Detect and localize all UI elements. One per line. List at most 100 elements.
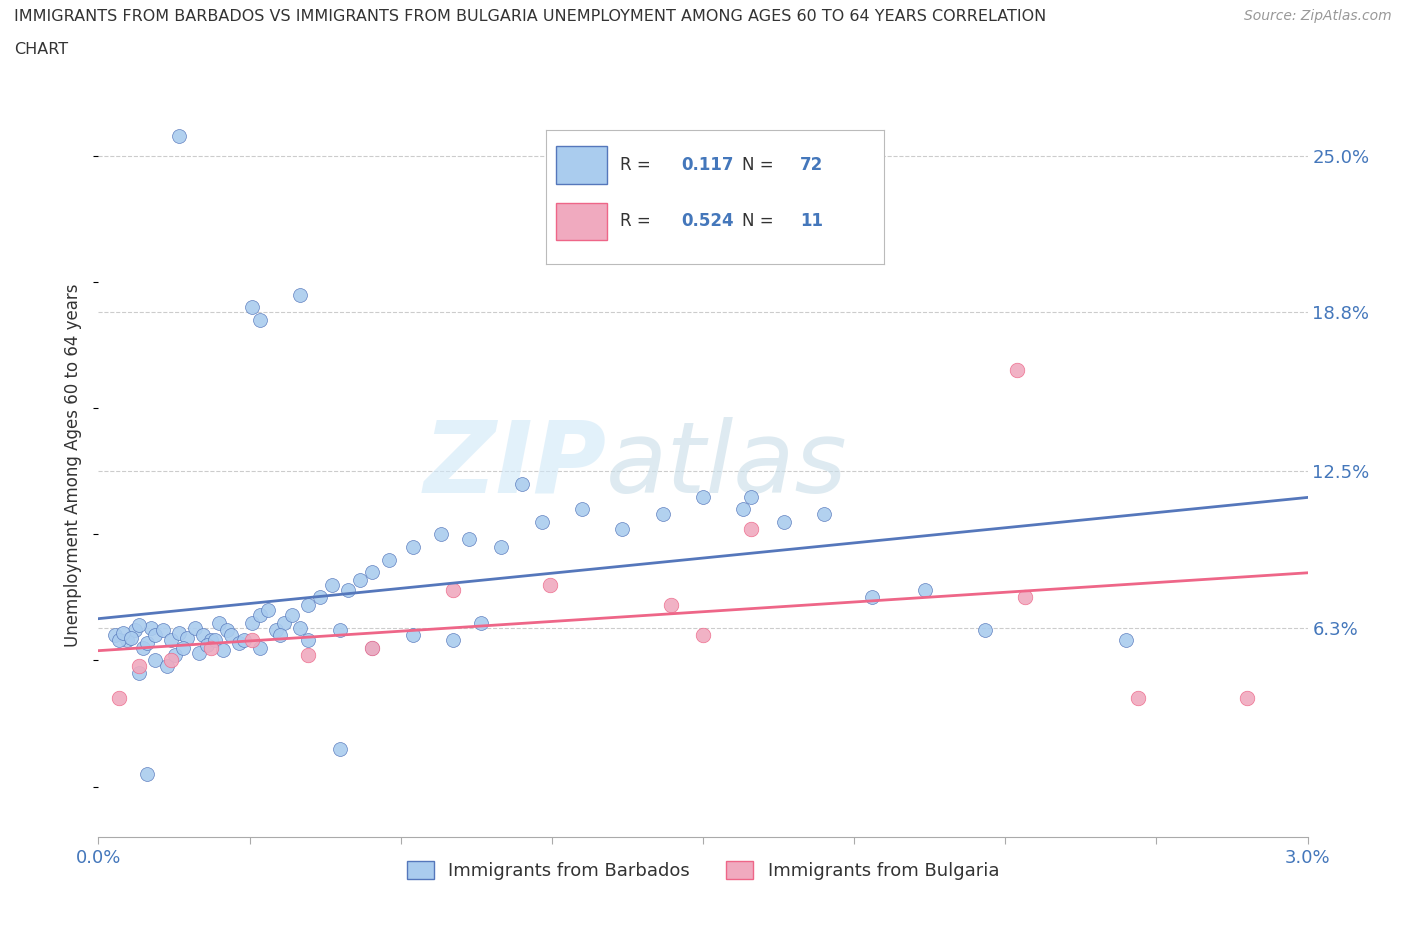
Point <box>167 625 190 640</box>
Point <box>441 632 464 647</box>
Point <box>361 565 384 579</box>
Point <box>184 620 207 635</box>
Point <box>571 501 593 516</box>
Point <box>470 615 492 630</box>
Point <box>733 501 755 516</box>
Point <box>128 666 150 681</box>
Y-axis label: Unemployment Among Ages 60 to 64 years: Unemployment Among Ages 60 to 64 years <box>65 284 83 646</box>
Point <box>914 582 936 597</box>
Point <box>212 643 235 658</box>
Point <box>1128 691 1150 706</box>
Text: ZIP: ZIP <box>423 417 606 513</box>
Point <box>135 635 157 650</box>
Point <box>458 532 481 547</box>
Point <box>160 653 183 668</box>
Point <box>612 522 634 537</box>
Point <box>361 641 384 656</box>
Text: atlas: atlas <box>606 417 848 513</box>
Point <box>402 539 425 554</box>
Point <box>740 522 762 537</box>
Point <box>167 128 190 143</box>
Point <box>772 514 794 529</box>
Point <box>240 615 263 630</box>
Point <box>115 632 138 647</box>
Point <box>200 641 222 656</box>
Point <box>143 628 166 643</box>
Point <box>288 620 311 635</box>
Point <box>402 628 425 643</box>
Point <box>132 641 155 656</box>
Point <box>651 507 673 522</box>
Point <box>228 635 250 650</box>
Point <box>240 632 263 647</box>
Point <box>249 607 271 622</box>
Point <box>188 645 211 660</box>
Point <box>139 620 162 635</box>
Point <box>491 539 513 554</box>
Point <box>441 582 464 597</box>
Point <box>288 287 311 302</box>
Point <box>297 598 319 613</box>
Point <box>120 631 142 645</box>
Point <box>530 514 553 529</box>
Point <box>269 628 291 643</box>
Point <box>264 623 287 638</box>
Point <box>208 615 231 630</box>
Point <box>107 632 129 647</box>
Point <box>193 628 215 643</box>
Point <box>195 638 218 653</box>
Point <box>377 552 399 567</box>
Point <box>249 312 271 327</box>
Point <box>124 623 146 638</box>
Point <box>361 641 384 656</box>
Point <box>297 648 319 663</box>
Point <box>321 578 343 592</box>
Point <box>256 603 278 618</box>
Point <box>128 658 150 673</box>
Point <box>152 623 174 638</box>
Point <box>813 507 835 522</box>
Point <box>692 628 714 643</box>
Point <box>860 590 883 604</box>
Point <box>143 653 166 668</box>
Point <box>329 623 352 638</box>
Point <box>1014 590 1036 604</box>
Point <box>156 658 179 673</box>
Point <box>281 607 304 622</box>
Point <box>1115 632 1137 647</box>
Point <box>200 632 222 647</box>
Point <box>740 489 762 504</box>
Point <box>111 625 134 640</box>
Point <box>1236 691 1258 706</box>
Point <box>221 628 243 643</box>
Point <box>204 632 226 647</box>
Point <box>249 641 271 656</box>
Point <box>510 476 533 491</box>
Point <box>692 489 714 504</box>
Point <box>329 741 352 756</box>
Point <box>135 766 157 781</box>
Point <box>163 648 186 663</box>
Point <box>103 628 125 643</box>
Point <box>430 527 453 542</box>
Point <box>659 598 682 613</box>
Point <box>349 572 371 587</box>
Point <box>160 632 183 647</box>
Point <box>1007 363 1029 378</box>
Point <box>974 623 997 638</box>
Point <box>297 632 319 647</box>
Point <box>337 582 360 597</box>
Point <box>172 641 194 656</box>
Text: Source: ZipAtlas.com: Source: ZipAtlas.com <box>1244 9 1392 23</box>
Point <box>176 631 198 645</box>
Point <box>309 590 332 604</box>
Point <box>217 623 239 638</box>
Point <box>128 618 150 632</box>
Point <box>273 615 295 630</box>
Point <box>538 578 561 592</box>
Point <box>107 691 129 706</box>
Point <box>232 632 254 647</box>
Text: CHART: CHART <box>14 42 67 57</box>
Point <box>240 300 263 315</box>
Text: IMMIGRANTS FROM BARBADOS VS IMMIGRANTS FROM BULGARIA UNEMPLOYMENT AMONG AGES 60 : IMMIGRANTS FROM BARBADOS VS IMMIGRANTS F… <box>14 9 1046 24</box>
